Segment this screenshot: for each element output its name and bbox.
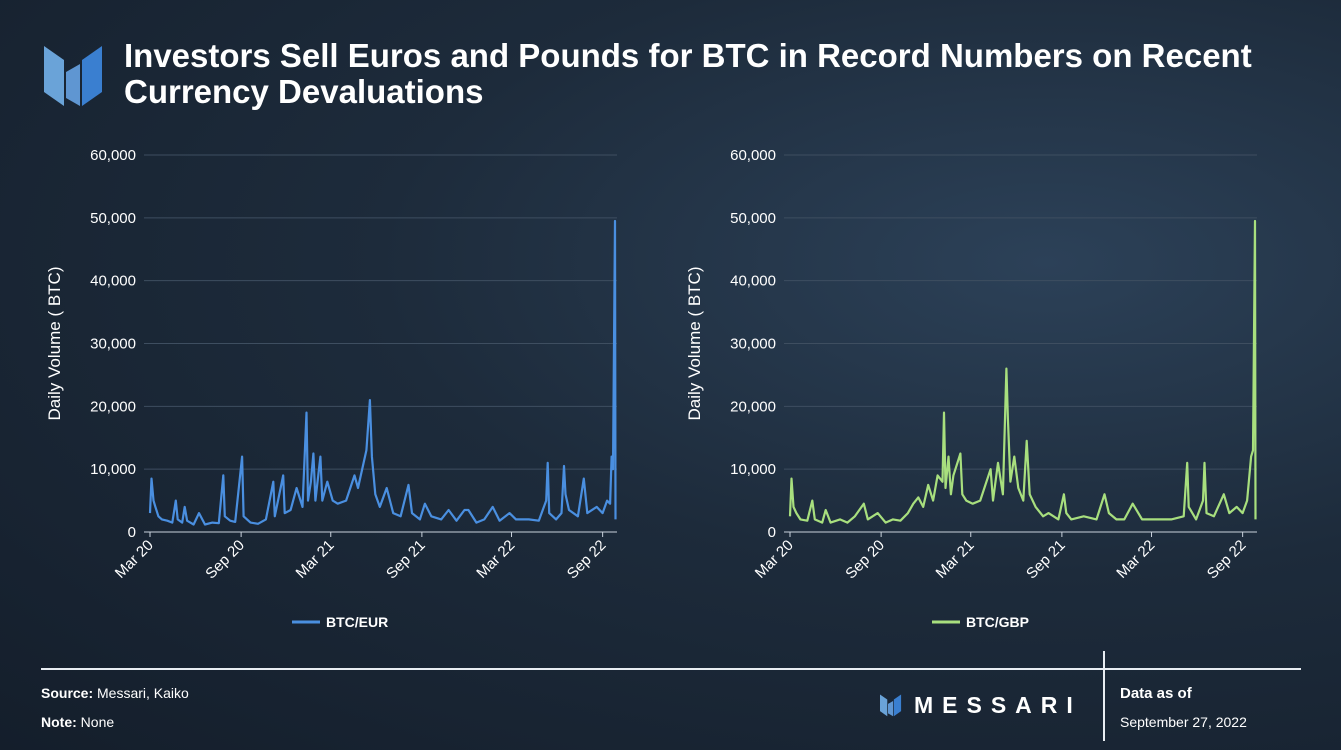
x-tick-label: Mar 22 <box>1113 537 1158 582</box>
series-line-btc-gbp <box>788 219 1257 524</box>
x-tick-label: Mar 21 <box>293 537 338 582</box>
chart-btc-eur-svg: 0 10,000 20,000 30,000 40,000 50,000 60,000 Dai… <box>45 147 617 630</box>
y-tick-label: 30,000 <box>90 336 136 353</box>
legend-label: BTC/EUR <box>326 614 388 630</box>
note-value: None <box>80 714 115 730</box>
x-tick-label: Sep 20 <box>842 537 888 583</box>
messari-brand-icon <box>880 694 902 717</box>
messari-logo-icon <box>44 46 102 106</box>
chart-btc-gbp: 0 10,000 20,000 30,000 40,000 50,000 60,000 Dai… <box>670 140 1310 640</box>
x-tick-label: Mar 22 <box>473 537 518 582</box>
chart-btc-eur: 0 10,000 20,000 30,000 40,000 50,000 60,000 Dai… <box>30 140 670 640</box>
x-tick-label: Sep 21 <box>383 537 429 583</box>
x-tick-label: Sep 20 <box>202 537 248 583</box>
y-tick-label: 40,000 <box>90 273 136 290</box>
data-as-of-date: September 27, 2022 <box>1120 714 1247 730</box>
x-tick-label: Sep 22 <box>564 537 610 583</box>
legend-label: BTC/GBP <box>966 614 1029 630</box>
y-tick-label: 50,000 <box>730 210 776 227</box>
brand-mark: MESSARI <box>880 690 1082 720</box>
y-axis-label: Daily Volume ( BTC) <box>685 267 704 421</box>
x-tick-label: Sep 21 <box>1023 537 1069 583</box>
y-tick-label: 30,000 <box>730 336 776 353</box>
y-tick-label: 0 <box>768 524 776 541</box>
x-tick-label: Mar 20 <box>112 537 157 582</box>
y-tick-label: 20,000 <box>730 398 776 415</box>
source-value: Messari, Kaiko <box>97 685 189 701</box>
y-tick-label: 20,000 <box>90 398 136 415</box>
y-tick-label: 60,000 <box>730 147 776 164</box>
page-title: Investors Sell Euros and Pounds for BTC … <box>124 37 1252 110</box>
x-tick-label: Mar 20 <box>752 537 797 582</box>
y-tick-label: 50,000 <box>90 210 136 227</box>
footer-divider <box>41 668 1301 670</box>
x-tick-label: Sep 22 <box>1204 537 1250 583</box>
note-line: Note: None <box>41 714 114 730</box>
source-line: Source: Messari, Kaiko <box>41 685 189 701</box>
footer-vertical-divider <box>1103 651 1105 741</box>
source-label: Source: <box>41 685 94 701</box>
series-line-btc-eur <box>148 219 617 526</box>
data-as-of-label: Data as of <box>1120 685 1192 702</box>
x-tick-label: Mar 21 <box>933 537 978 582</box>
y-tick-label: 40,000 <box>730 273 776 290</box>
y-axis-label: Daily Volume ( BTC) <box>45 267 64 421</box>
y-tick-label: 60,000 <box>90 147 136 164</box>
y-tick-label: 0 <box>128 524 136 541</box>
brand-wordmark: MESSARI <box>914 691 1082 718</box>
note-label: Note: <box>41 714 77 730</box>
chart-btc-gbp-svg: 0 10,000 20,000 30,000 40,000 50,000 60,000 Dai… <box>685 147 1257 630</box>
y-tick-label: 10,000 <box>730 461 776 478</box>
y-tick-label: 10,000 <box>90 461 136 478</box>
